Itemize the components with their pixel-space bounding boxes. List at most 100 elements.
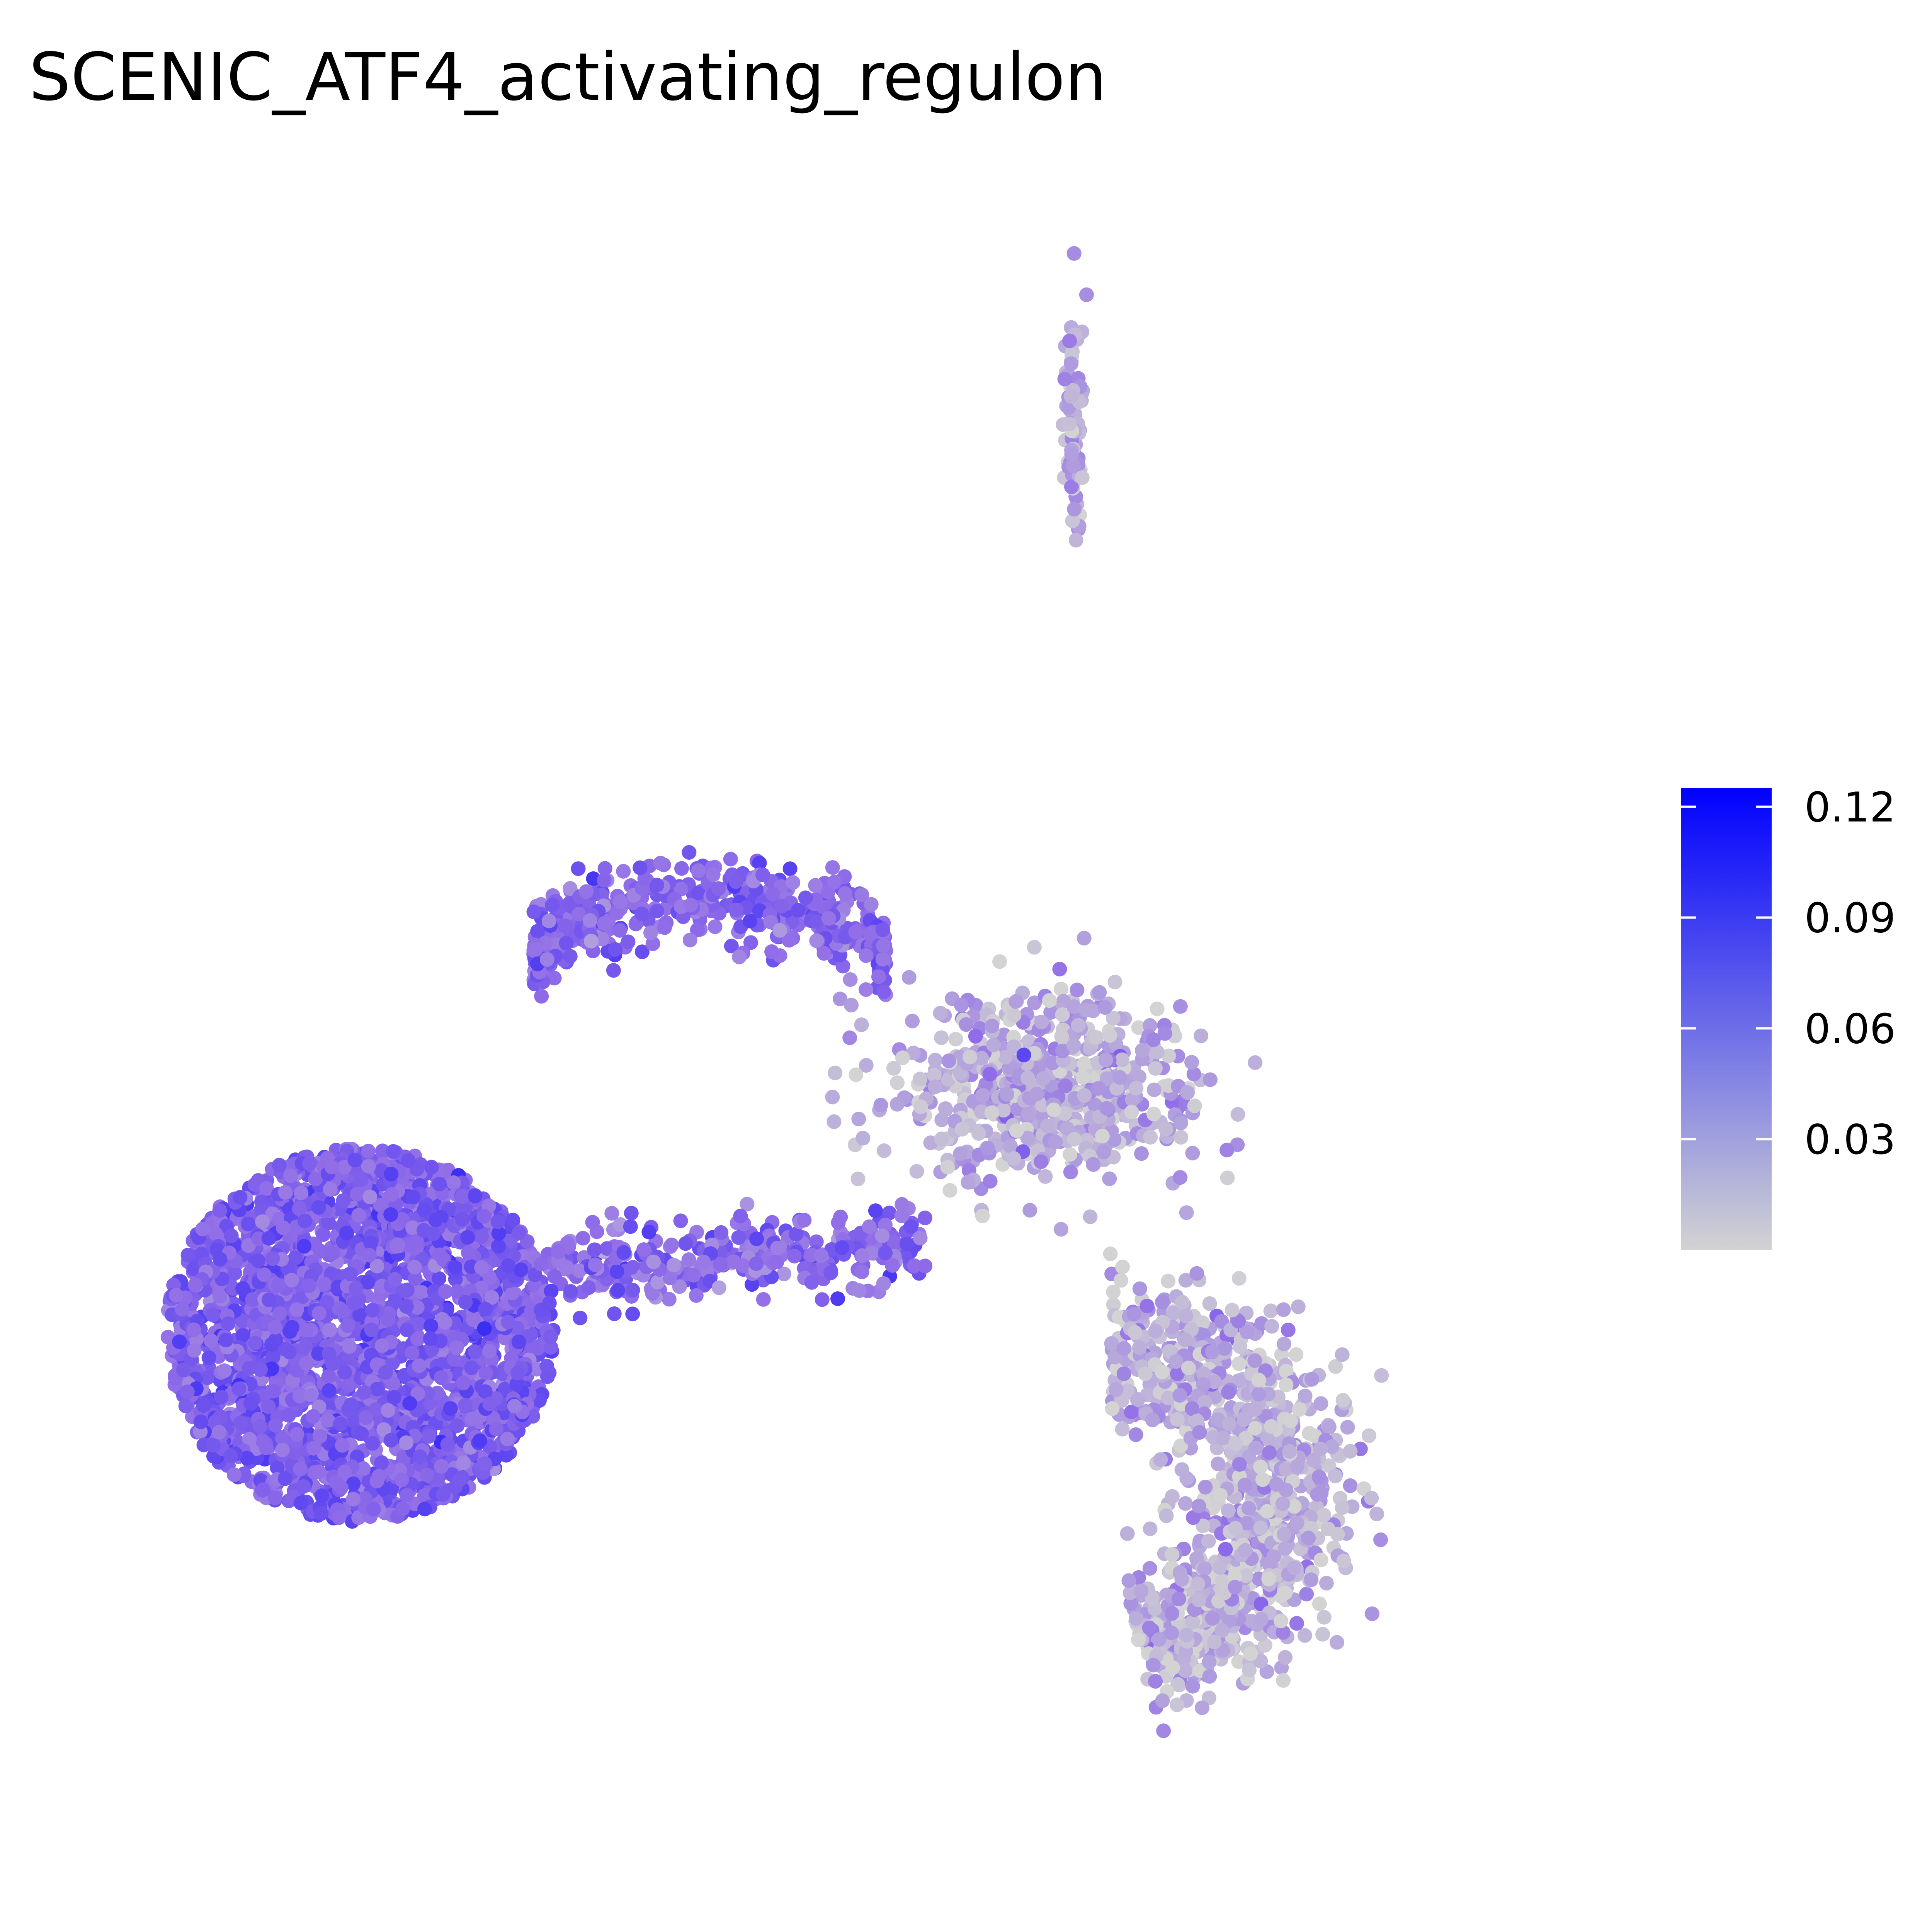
point-bridge bbox=[711, 1280, 726, 1295]
point-bridge bbox=[797, 1213, 812, 1228]
point-left-large bbox=[311, 1200, 326, 1215]
point-mid-right bbox=[1097, 1000, 1112, 1015]
point-left-large bbox=[412, 1449, 427, 1464]
point-crescent-lower-right bbox=[1369, 1507, 1384, 1521]
point-left-large bbox=[383, 1433, 398, 1448]
point-left-large bbox=[235, 1281, 250, 1296]
point-crescent-lower-right bbox=[1373, 1532, 1388, 1547]
point-left-large bbox=[247, 1177, 262, 1192]
point-left-large bbox=[212, 1203, 227, 1218]
point-upper-arc bbox=[528, 942, 543, 957]
point-upper-arc bbox=[650, 903, 665, 918]
point-left-large bbox=[366, 1502, 381, 1517]
point-left-large bbox=[186, 1262, 201, 1277]
point-mid-right bbox=[1124, 1105, 1139, 1119]
point-upper-arc bbox=[674, 861, 689, 876]
point-left-large bbox=[340, 1318, 355, 1333]
point-mid-right bbox=[1219, 1143, 1235, 1158]
point-mid-right bbox=[1158, 1122, 1173, 1137]
point-bridge bbox=[624, 1206, 639, 1221]
point-left-large bbox=[371, 1469, 386, 1484]
point-left-large bbox=[264, 1337, 279, 1352]
point-bridge bbox=[560, 1260, 575, 1276]
point-left-large bbox=[361, 1159, 376, 1174]
point-upper-arc bbox=[743, 935, 758, 950]
point-left-large bbox=[264, 1361, 279, 1376]
point-left-large bbox=[308, 1172, 323, 1187]
point-left-large bbox=[360, 1275, 375, 1290]
point-mid-right bbox=[992, 954, 1007, 969]
point-mid-right bbox=[1022, 1203, 1037, 1218]
point-left-large bbox=[356, 1461, 371, 1476]
point-bridge bbox=[678, 1236, 693, 1251]
point-mid-right bbox=[938, 1101, 953, 1116]
point-crescent-lower-right bbox=[1131, 1632, 1146, 1647]
point-left-large bbox=[283, 1168, 298, 1183]
point-left-large bbox=[474, 1229, 489, 1244]
point-upper-arc bbox=[732, 949, 747, 964]
point-left-large bbox=[276, 1220, 291, 1235]
point-bridge bbox=[917, 1210, 932, 1225]
point-crescent-lower-right bbox=[1289, 1347, 1304, 1362]
point-upper-arc bbox=[559, 936, 574, 951]
point-mid-right bbox=[1009, 1123, 1024, 1138]
point-mid-right bbox=[933, 1006, 948, 1021]
point-left-large bbox=[224, 1228, 239, 1243]
point-left-large bbox=[213, 1252, 228, 1267]
point-left-large bbox=[261, 1399, 276, 1414]
point-left-large bbox=[289, 1427, 304, 1442]
point-mid-right bbox=[1173, 1170, 1188, 1185]
point-left-large bbox=[395, 1501, 410, 1516]
point-left-large bbox=[306, 1441, 321, 1456]
point-left-large bbox=[320, 1413, 335, 1428]
point-mid-right bbox=[828, 1065, 843, 1080]
point-crescent-lower-right bbox=[1179, 1628, 1194, 1643]
point-mid-right bbox=[909, 1164, 924, 1179]
point-bridge bbox=[855, 1248, 869, 1263]
point-crescent-lower-right bbox=[1165, 1489, 1180, 1504]
point-left-large bbox=[420, 1468, 435, 1483]
point-left-large bbox=[363, 1235, 378, 1250]
point-crescent-lower-right bbox=[1364, 1491, 1379, 1505]
point-mid-right bbox=[1103, 1246, 1118, 1261]
point-mid-right bbox=[901, 970, 917, 985]
point-left-large bbox=[259, 1181, 274, 1196]
point-mid-right bbox=[1179, 1205, 1194, 1220]
point-crescent-lower-right bbox=[1143, 1521, 1158, 1536]
point-mid-right bbox=[842, 1030, 857, 1045]
point-mid-right bbox=[859, 982, 874, 997]
point-mid-right bbox=[1146, 1107, 1161, 1122]
point-left-large bbox=[270, 1460, 285, 1475]
point-upper-arc bbox=[859, 948, 874, 963]
point-bridge bbox=[623, 1219, 638, 1234]
point-bridge bbox=[666, 1258, 681, 1272]
point-left-large bbox=[378, 1365, 393, 1380]
point-mid-right bbox=[1034, 1154, 1049, 1169]
point-bridge bbox=[610, 1283, 625, 1298]
point-mid-right bbox=[1135, 1043, 1150, 1058]
point-bridge bbox=[587, 1242, 602, 1257]
point-left-large bbox=[287, 1445, 302, 1460]
point-left-large bbox=[268, 1320, 283, 1335]
point-mid-right bbox=[982, 1067, 997, 1082]
point-left-large bbox=[482, 1344, 497, 1359]
point-crescent-lower-right bbox=[1170, 1412, 1185, 1427]
point-bridge bbox=[789, 1226, 804, 1242]
point-mid-right bbox=[1096, 1145, 1111, 1160]
point-left-large bbox=[227, 1467, 242, 1482]
point-mid-right bbox=[1146, 1082, 1162, 1097]
point-left-large bbox=[218, 1332, 233, 1347]
point-crescent-lower-right bbox=[1146, 1658, 1161, 1673]
point-upper-arc bbox=[690, 922, 705, 937]
point-left-large bbox=[268, 1418, 283, 1433]
point-crescent-lower-right bbox=[1321, 1420, 1337, 1435]
point-mid-right bbox=[999, 1087, 1014, 1102]
point-upper-arc bbox=[876, 984, 891, 999]
point-crescent-lower-right bbox=[1312, 1596, 1327, 1611]
point-mid-right bbox=[1007, 1008, 1022, 1023]
chart-title: SCENIC_ATF4_activating_regulon bbox=[29, 39, 1107, 116]
point-left-large bbox=[455, 1212, 470, 1227]
point-left-large bbox=[381, 1312, 396, 1327]
point-left-large bbox=[261, 1231, 276, 1246]
